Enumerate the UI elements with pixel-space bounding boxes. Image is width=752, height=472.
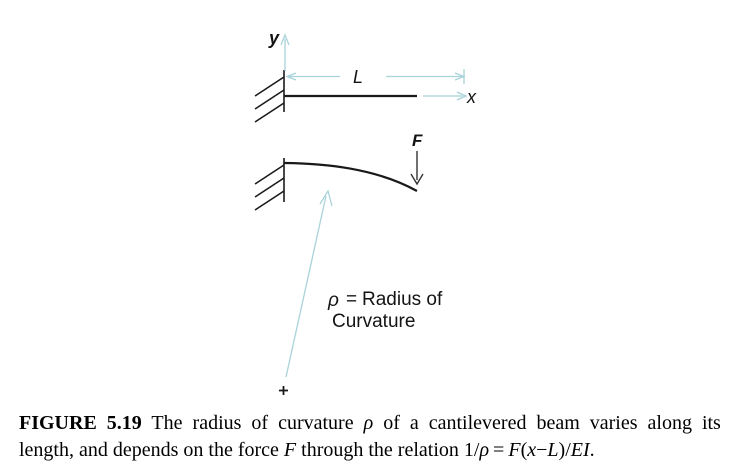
svg-text:x: x	[466, 87, 477, 107]
svg-text:y: y	[268, 28, 280, 48]
svg-text:Curvature: Curvature	[332, 311, 415, 332]
svg-text:L: L	[353, 67, 363, 87]
svg-text:=: =	[346, 289, 357, 310]
svg-text:ρ: ρ	[327, 290, 339, 311]
svg-text:F: F	[412, 131, 423, 150]
svg-text:Radius of: Radius of	[362, 289, 443, 310]
